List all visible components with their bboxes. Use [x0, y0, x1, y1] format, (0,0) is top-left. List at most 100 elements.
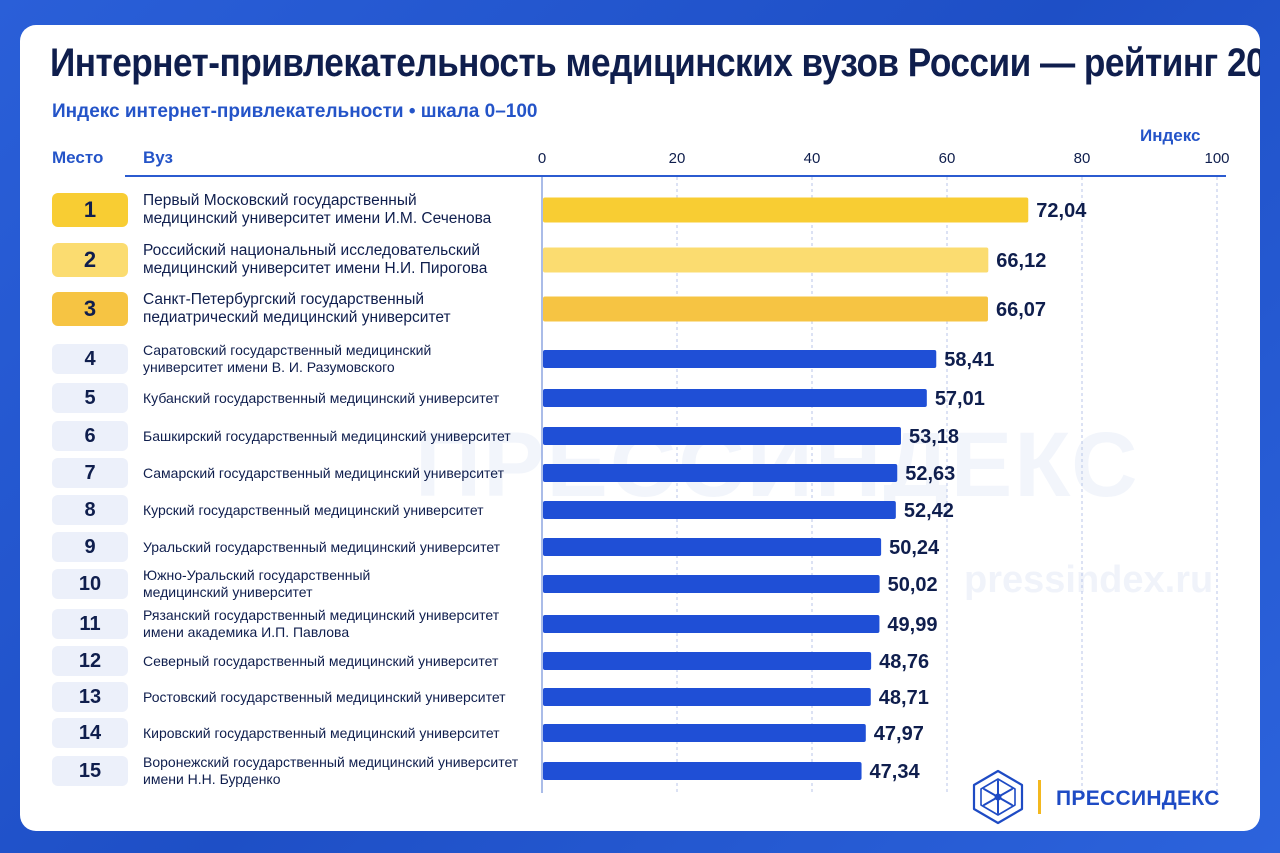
- bar-value-label: 53,18: [909, 426, 959, 448]
- university-name-line: Кубанский государственный медицинский ун…: [143, 389, 500, 406]
- rank-badge: 14: [52, 718, 128, 748]
- university-name-line: Саратовский государственный медицинский: [143, 342, 432, 358]
- university-name-line: Курский государственный медицинский унив…: [143, 501, 484, 518]
- university-name: Ростовский государственный медицинский у…: [143, 689, 543, 706]
- bar: [543, 197, 1029, 223]
- university-name-line: Кировский государственный медицинский ун…: [143, 724, 500, 741]
- bar-value-label: 52,63: [905, 463, 955, 485]
- rank-badge: 5: [52, 383, 128, 413]
- university-name: Башкирский государственный медицинский у…: [143, 428, 543, 445]
- university-name: Курский государственный медицинский унив…: [143, 502, 543, 519]
- bar-value-label: 50,02: [888, 574, 938, 596]
- bar-value-label: 52,42: [904, 500, 954, 522]
- logo-separator: [1038, 780, 1041, 814]
- bar-value-label: 50,24: [889, 537, 940, 559]
- bar: [543, 688, 871, 706]
- rank-badge: 1: [52, 193, 128, 227]
- x-tick-label: 80: [1074, 150, 1091, 167]
- chart-card: ПРЕССИНДЕКС pressindex.ru Интернет-привл…: [20, 25, 1260, 831]
- x-tick-label: 60: [939, 150, 956, 167]
- university-name: Санкт-Петербургский государственный педиа…: [143, 291, 543, 327]
- rank-badge: 8: [52, 495, 128, 525]
- rank-badge: 15: [52, 756, 128, 786]
- column-header-place: Место: [52, 148, 104, 167]
- university-name: Кубанский государственный медицинский ун…: [143, 390, 543, 407]
- bar-value-label: 57,01: [935, 388, 985, 410]
- x-tick-label: 0: [538, 150, 546, 167]
- university-name-line: Воронежский государственный медицинский …: [143, 754, 519, 770]
- bar: [543, 724, 866, 742]
- university-name-line: педиатрический медицинский университет: [143, 309, 451, 326]
- university-name: Рязанский государственный медицинский ун…: [143, 607, 543, 641]
- university-name: Самарский государственный медицинский ун…: [143, 465, 543, 482]
- university-name: Уральский государственный медицинский ун…: [143, 539, 543, 556]
- bar: [543, 296, 988, 322]
- university-name: Кировский государственный медицинский ун…: [143, 725, 543, 742]
- rank-badge: 11: [52, 609, 128, 639]
- bar: [543, 464, 898, 482]
- bar-value-label: 66,07: [996, 299, 1046, 321]
- x-tick-label: 100: [1204, 150, 1229, 167]
- university-name-line: Российский национальный исследовательски…: [143, 242, 481, 259]
- bar-value-label: 48,71: [879, 687, 929, 709]
- university-name-line: имени академика И.П. Павлова: [143, 624, 350, 640]
- bar: [543, 350, 937, 368]
- bar: [543, 427, 901, 445]
- university-name: Саратовский государственный медицинский у…: [143, 342, 543, 376]
- rank-badge: 12: [52, 646, 128, 676]
- column-header-vuz: Вуз: [143, 148, 173, 167]
- bar: [543, 538, 882, 556]
- bar: [543, 501, 896, 519]
- rank-badge: 2: [52, 243, 128, 277]
- rank-badge: 3: [52, 292, 128, 326]
- header-divider: [125, 175, 1226, 177]
- x-tick-label: 40: [804, 150, 821, 167]
- university-name: Первый Московский государственный медицин…: [143, 192, 543, 228]
- university-name: Южно-Уральский государственный медицински…: [143, 567, 543, 601]
- university-name-line: Рязанский государственный медицинский ун…: [143, 607, 500, 623]
- chart-title: Интернет-привлекательность медицинских в…: [50, 41, 1260, 85]
- bar: [543, 389, 927, 407]
- bar: [543, 652, 872, 670]
- bar-value-label: 49,99: [887, 614, 937, 636]
- pressindex-logo-icon: [972, 769, 1024, 825]
- bar-value-label: 47,97: [874, 723, 924, 745]
- rank-badge: 6: [52, 421, 128, 451]
- x-tick-label: 20: [669, 150, 686, 167]
- bar: [543, 247, 989, 273]
- chart-subtitle: Индекс интернет-привлекательности • шкал…: [52, 101, 538, 122]
- bar-value-label: 47,34: [870, 761, 921, 783]
- brand-name: ПРЕССИНДЕКС: [1056, 787, 1220, 810]
- university-name-line: Санкт-Петербургский государственный: [143, 291, 425, 308]
- rank-badge: 13: [52, 682, 128, 712]
- bar-value-label: 72,04: [1036, 200, 1087, 222]
- university-name-line: Северный государственный медицинский уни…: [143, 652, 499, 669]
- university-name-line: Южно-Уральский государственный: [143, 567, 371, 583]
- bar-value-label: 58,41: [944, 349, 994, 371]
- university-name-line: Ростовский государственный медицинский у…: [143, 688, 506, 705]
- axis-title: Индекс: [1140, 126, 1201, 145]
- university-name-line: Самарский государственный медицинский ун…: [143, 464, 505, 481]
- university-name-line: Башкирский государственный медицинский у…: [143, 427, 511, 444]
- rank-badge: 7: [52, 458, 128, 488]
- bar-value-label: 48,76: [879, 651, 929, 673]
- university-name-line: Уральский государственный медицинский ун…: [143, 538, 501, 555]
- rank-badge: 10: [52, 569, 128, 599]
- university-name-line: медицинский университет имени И.М. Сечен…: [143, 210, 492, 227]
- rank-badge: 9: [52, 532, 128, 562]
- university-name-line: медицинский университет: [143, 584, 313, 600]
- bar: [543, 615, 880, 633]
- bar-chart: 0 20 40 60 80 100 72,04 66,12 66,07 58,41 57,01 53,…: [538, 150, 1230, 793]
- university-name-line: медицинский университет имени Н.И. Пирог…: [143, 260, 488, 277]
- bar: [543, 762, 862, 780]
- bar: [543, 575, 880, 593]
- rank-badge: 4: [52, 344, 128, 374]
- university-name-line: имени Н.Н. Бурденко: [143, 771, 281, 787]
- university-name-line: университет имени В. И. Разумовского: [143, 359, 395, 375]
- university-name: Воронежский государственный медицинский …: [143, 754, 543, 788]
- university-name: Российский национальный исследовательски…: [143, 242, 543, 278]
- watermark-url: pressindex.ru: [964, 559, 1214, 601]
- bar-value-label: 66,12: [996, 250, 1046, 272]
- university-name: Северный государственный медицинский уни…: [143, 653, 543, 670]
- university-name-line: Первый Московский государственный: [143, 192, 417, 209]
